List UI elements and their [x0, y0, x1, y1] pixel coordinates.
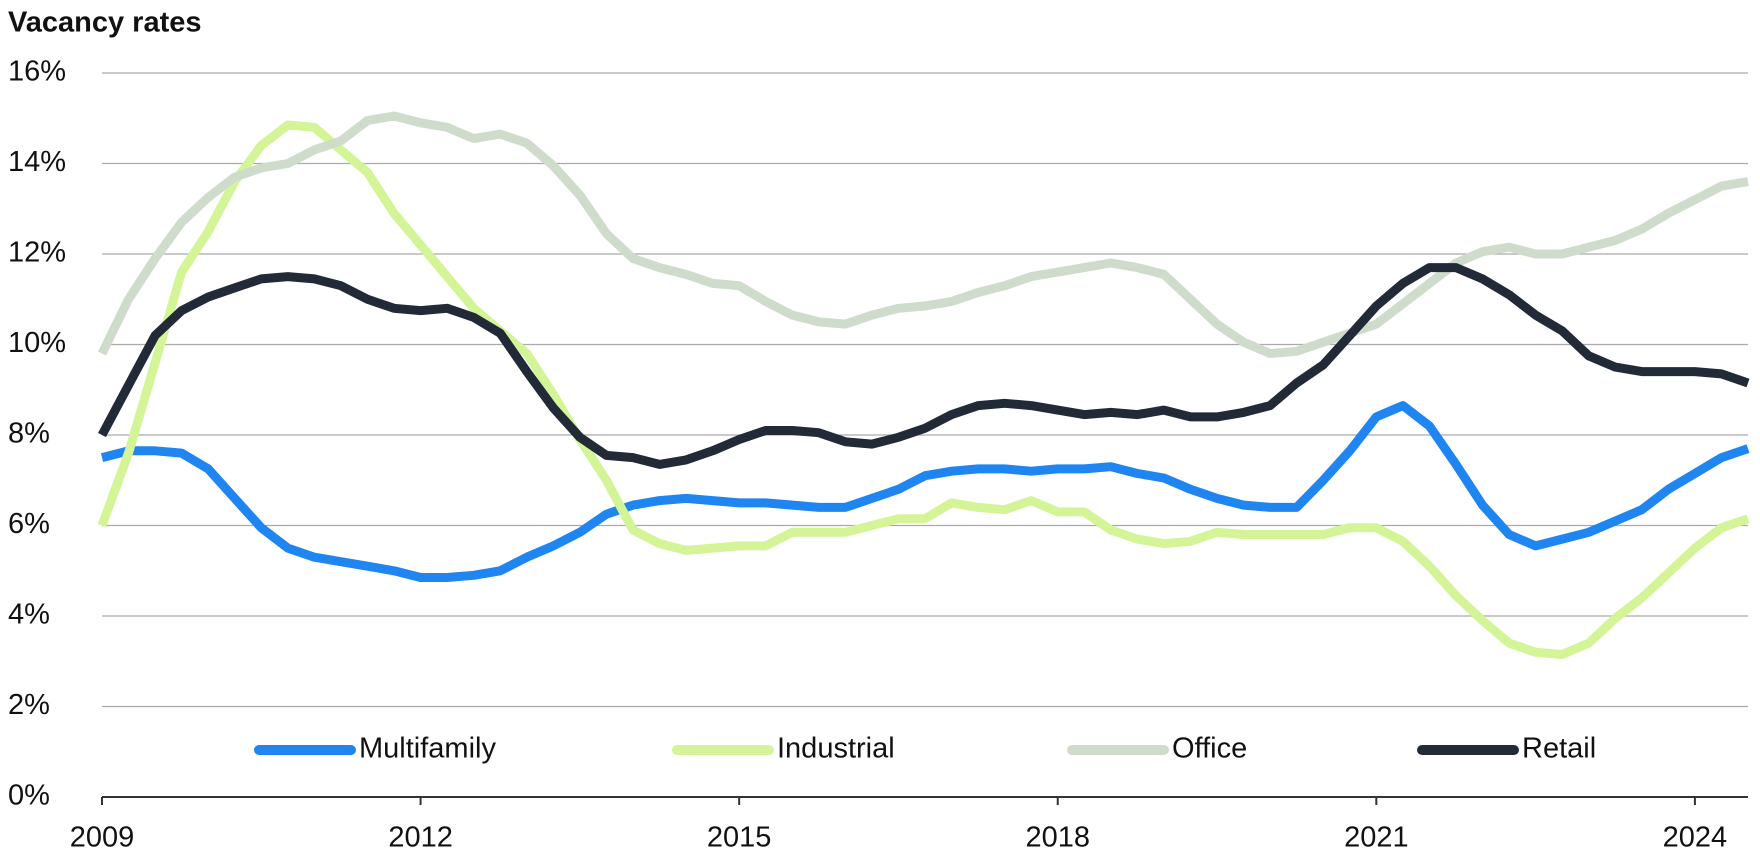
y-tick-label: 16% [8, 56, 66, 88]
x-tick-label: 2012 [388, 822, 453, 854]
legend-label: Industrial [777, 733, 895, 765]
x-tick-label: 2021 [1344, 822, 1409, 854]
series-line [100, 401, 1750, 582]
y-tick-label: 8% [8, 418, 50, 450]
series-line [97, 111, 1749, 358]
y-tick-label: 12% [8, 237, 66, 269]
y-tick-label: 0% [8, 780, 50, 812]
y-tick-label: 10% [8, 327, 66, 359]
y-tick-label: 14% [8, 146, 66, 178]
legend-label: Retail [1522, 733, 1596, 765]
y-tick-label: 4% [8, 599, 50, 631]
x-tick-label: 2015 [707, 822, 772, 854]
chart-title: Vacancy rates [8, 7, 201, 39]
x-tick-label: 2018 [1025, 822, 1090, 854]
legend-label: Multifamily [359, 733, 496, 765]
series-line [98, 263, 1750, 469]
legend-label: Office [1172, 733, 1247, 765]
y-tick-label: 6% [8, 508, 50, 540]
x-tick-label: 2009 [70, 822, 135, 854]
series-line [97, 120, 1750, 659]
y-tick-label: 2% [8, 689, 50, 721]
x-tick-label: 2024 [1663, 822, 1728, 854]
